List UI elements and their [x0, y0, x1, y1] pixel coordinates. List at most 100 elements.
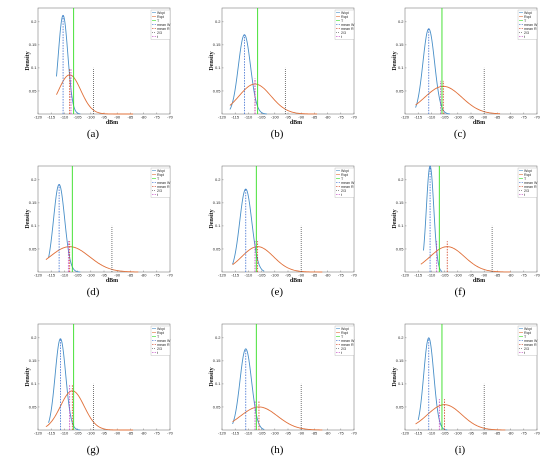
x-tick-label: -115	[47, 273, 55, 278]
x-tick-label: -80	[325, 273, 332, 278]
legend-entry: mean R	[157, 185, 170, 189]
legend-entry: Wcpi	[524, 11, 532, 15]
legend-entry: Wcpi	[157, 11, 165, 15]
x-tick-label: -90	[114, 431, 121, 436]
series-rcpi	[229, 83, 318, 115]
x-tick-label: -80	[508, 273, 515, 278]
x-tick-label: -85	[312, 115, 319, 120]
plot-area: -120 -115 -110 -105 -100 -95 -90 -85 -80 -75 -70 0.…	[392, 7, 541, 126]
y-tick-label: 0.05	[213, 246, 222, 251]
y-tick-label: 0.1	[398, 223, 404, 228]
legend-entry: 2/3	[157, 189, 162, 193]
y-axis-title: Density	[25, 209, 31, 228]
legend-entry: t	[157, 35, 158, 39]
x-tick-label: -120	[34, 115, 43, 120]
y-axis-title: Density	[25, 367, 31, 386]
x-tick-label: -105	[74, 115, 83, 120]
legend-entry: Rcpi	[524, 331, 531, 335]
legend-box	[517, 325, 538, 356]
series-rcpi	[56, 74, 134, 115]
subplot-g: -120 -115 -110 -105 -100 -95 -90 -85 -80 -75 -70 0.…	[8, 318, 178, 456]
x-tick-label: -120	[218, 431, 227, 436]
y-tick-label: 0.05	[213, 404, 222, 409]
x-tick-label: -115	[231, 273, 239, 278]
legend-entry: T	[524, 19, 527, 23]
x-tick-label: -95	[285, 431, 292, 436]
x-tick-label: -70	[534, 431, 541, 436]
x-tick-label: -115	[231, 115, 239, 120]
series-rcpi	[232, 246, 323, 273]
y-tick-label: 0.2	[215, 335, 221, 340]
legend-entry: t	[341, 35, 342, 39]
x-tick-label: -100	[87, 273, 96, 278]
x-tick-label: -85	[495, 431, 502, 436]
legend-entry: mean W	[341, 181, 355, 185]
x-tick-label: -100	[87, 431, 96, 436]
legend-entry: mean W	[157, 181, 171, 185]
legend-entry: mean R	[524, 343, 537, 347]
legend-entry: t	[341, 351, 342, 355]
x-tick-label: -70	[534, 273, 541, 278]
x-tick-label: -120	[218, 115, 227, 120]
x-tick-label: -85	[312, 431, 319, 436]
subplot-f: -120 -115 -110 -105 -100 -95 -90 -85 -80 -75 -70 0.…	[375, 160, 545, 298]
x-tick-label: -95	[101, 273, 108, 278]
legend-entry: mean W	[524, 339, 538, 343]
subplot-label: (b)	[270, 128, 284, 140]
x-axis-title: dBm	[290, 120, 302, 126]
y-tick-label: 0.05	[29, 404, 38, 409]
x-tick-label: -105	[441, 431, 450, 436]
x-tick-label: -75	[154, 273, 161, 278]
x-tick-label: -105	[441, 273, 450, 278]
legend-entry: mean R	[157, 27, 170, 31]
legend-entry: mean R	[157, 343, 170, 347]
legend-entry: Rcpi	[157, 173, 164, 177]
x-tick-label: -105	[441, 115, 450, 120]
x-tick-label: -85	[128, 273, 135, 278]
y-tick-label: 0.2	[398, 19, 404, 24]
legend-entry: Wcpi	[157, 327, 165, 331]
y-tick-label: 0.1	[215, 381, 221, 386]
x-tick-label: -115	[414, 431, 422, 436]
x-tick-label: -75	[338, 115, 345, 120]
subplot-e: -120 -115 -110 -105 -100 -95 -90 -85 -80 -75 -70 0.…	[192, 160, 362, 298]
series-wcpi	[417, 337, 448, 431]
x-tick-label: -120	[401, 431, 410, 436]
y-tick-label: 0.15	[29, 42, 38, 47]
y-tick-label: 0.1	[31, 381, 37, 386]
legend-entry: Wcpi	[341, 327, 349, 331]
x-tick-label: -100	[454, 273, 463, 278]
y-axis-title: Density	[209, 51, 215, 70]
y-axis-title: Density	[209, 367, 215, 386]
legend-entry: mean W	[341, 23, 355, 27]
legend-entry: T	[157, 19, 160, 23]
legend-entry: 2/3	[341, 347, 346, 351]
y-axis-title: Density	[25, 51, 31, 70]
legend-entry: Wcpi	[524, 169, 532, 173]
legend-entry: t	[157, 351, 158, 355]
x-tick-label: -110	[245, 273, 253, 278]
x-tick-label: -120	[401, 273, 410, 278]
x-tick-label: -70	[167, 273, 174, 278]
y-tick-label: 0.1	[215, 223, 221, 228]
legend-entry: Rcpi	[524, 173, 531, 177]
y-tick-label: 0.1	[31, 65, 37, 70]
x-tick-label: -95	[468, 273, 475, 278]
x-tick-label: -90	[481, 115, 488, 120]
y-tick-label: 0.05	[29, 88, 38, 93]
x-tick-label: -120	[218, 273, 227, 278]
subplot-label: (d)	[86, 286, 100, 298]
x-tick-label: -85	[128, 431, 135, 436]
x-tick-label: -75	[521, 273, 528, 278]
y-tick-label: 0.2	[31, 19, 37, 24]
legend-entry: Rcpi	[157, 15, 164, 19]
x-tick-label: -90	[298, 273, 305, 278]
legend-entry: mean W	[157, 339, 171, 343]
x-tick-label: -95	[285, 273, 292, 278]
legend-box	[150, 325, 171, 356]
legend-entry: Rcpi	[157, 331, 164, 335]
x-tick-label: -110	[245, 115, 253, 120]
x-axis-title: dBm	[473, 278, 485, 284]
x-tick-label: -110	[61, 115, 69, 120]
axes-frame	[221, 323, 355, 431]
